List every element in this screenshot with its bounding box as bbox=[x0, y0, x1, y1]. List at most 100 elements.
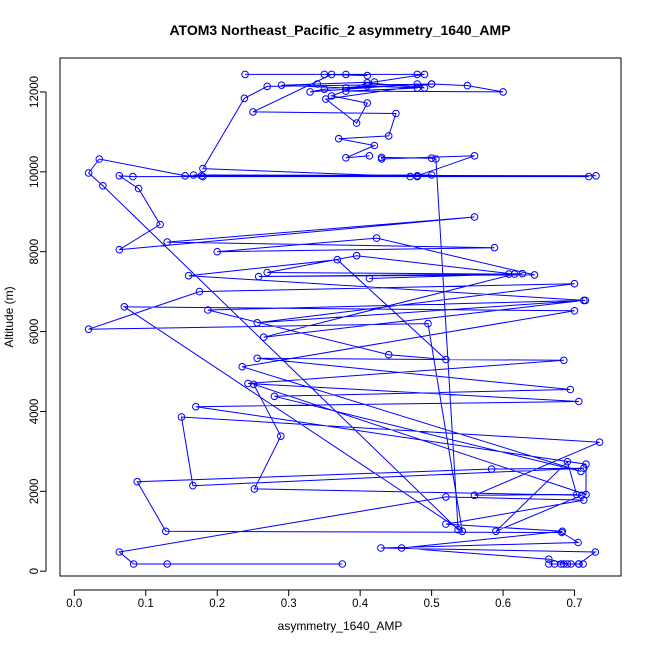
data-point bbox=[582, 460, 590, 469]
data-point bbox=[365, 152, 374, 160]
x-tick-label: 0.6 bbox=[495, 598, 511, 610]
data-point bbox=[162, 527, 170, 536]
data-point bbox=[129, 172, 137, 181]
data-point bbox=[327, 70, 336, 79]
data-point bbox=[84, 325, 93, 334]
data-point bbox=[566, 385, 575, 394]
data-point bbox=[244, 379, 252, 388]
data-point bbox=[575, 560, 583, 568]
data-point bbox=[577, 467, 585, 476]
data-point bbox=[377, 544, 385, 552]
x-tick-label: 0.2 bbox=[209, 598, 225, 610]
data-point bbox=[241, 70, 249, 79]
data-point bbox=[342, 70, 350, 79]
data-point bbox=[334, 134, 343, 143]
x-axis-label: asymmetry_1640_AMP bbox=[278, 619, 403, 633]
data-point bbox=[95, 155, 104, 163]
data-point bbox=[575, 397, 583, 406]
x-tick-label: 0.1 bbox=[138, 598, 154, 610]
y-tick-label: 2000 bbox=[29, 479, 41, 505]
data-point bbox=[545, 555, 553, 564]
data-point bbox=[156, 220, 164, 229]
data-point bbox=[595, 438, 604, 447]
data-point bbox=[463, 81, 472, 90]
data-point bbox=[313, 80, 322, 88]
x-tick-label: 0.4 bbox=[352, 598, 369, 610]
data-point bbox=[490, 243, 499, 252]
data-point bbox=[424, 319, 432, 328]
data-point bbox=[492, 527, 500, 536]
data-point bbox=[530, 271, 539, 279]
data-point bbox=[413, 70, 422, 79]
data-point bbox=[333, 255, 342, 264]
data-point bbox=[352, 119, 361, 127]
data-point bbox=[384, 350, 393, 359]
data-point bbox=[363, 79, 372, 87]
data-point bbox=[470, 491, 479, 500]
data-point bbox=[189, 481, 197, 490]
y-tick-label: 10000 bbox=[29, 156, 41, 188]
data-point bbox=[420, 84, 429, 92]
data-point bbox=[240, 94, 249, 103]
data-point bbox=[567, 560, 575, 568]
data-point bbox=[163, 238, 171, 246]
data-point bbox=[129, 560, 138, 568]
data-point bbox=[487, 465, 496, 473]
data-point bbox=[115, 548, 124, 556]
data-point bbox=[557, 528, 566, 537]
data-point bbox=[384, 132, 393, 140]
data-point bbox=[120, 303, 129, 311]
data-point bbox=[560, 356, 568, 365]
data-point bbox=[189, 171, 198, 179]
data-point bbox=[510, 270, 519, 278]
data-point bbox=[577, 491, 586, 500]
data-point bbox=[442, 493, 450, 501]
data-point bbox=[370, 141, 379, 150]
data-point bbox=[560, 560, 568, 568]
data-point bbox=[327, 92, 336, 100]
y-tick-label: 12000 bbox=[29, 76, 41, 108]
data-point bbox=[250, 485, 259, 493]
data-point bbox=[579, 560, 587, 568]
data-point bbox=[574, 538, 582, 547]
data-point bbox=[338, 560, 347, 568]
data-point bbox=[322, 95, 330, 103]
data-point bbox=[545, 560, 553, 568]
data-point bbox=[370, 78, 379, 86]
data-point bbox=[249, 108, 257, 116]
data-point bbox=[320, 70, 329, 79]
data-point bbox=[99, 182, 107, 190]
data-point bbox=[197, 172, 206, 180]
data-point bbox=[134, 184, 143, 193]
data-point bbox=[342, 154, 350, 162]
data-point bbox=[558, 527, 567, 536]
data-point bbox=[363, 71, 372, 80]
data-point bbox=[406, 172, 415, 181]
data-point bbox=[253, 354, 262, 363]
data-point bbox=[199, 164, 207, 173]
data-point bbox=[365, 274, 374, 283]
data-point bbox=[572, 490, 581, 499]
data-point bbox=[427, 80, 436, 88]
data-point bbox=[470, 213, 479, 221]
data-point bbox=[213, 247, 221, 256]
data-point bbox=[253, 319, 262, 327]
data-point bbox=[458, 527, 467, 536]
y-tick-label: 4000 bbox=[29, 399, 41, 425]
data-point bbox=[195, 287, 204, 296]
data-point bbox=[363, 99, 372, 107]
x-tick-label: 0.5 bbox=[424, 598, 440, 610]
data-point bbox=[199, 172, 207, 181]
data-point bbox=[342, 84, 350, 92]
data-point bbox=[342, 87, 350, 95]
data-point bbox=[420, 70, 429, 79]
data-point bbox=[277, 432, 285, 441]
data-point bbox=[249, 380, 258, 389]
x-tick-label: 0.3 bbox=[281, 598, 297, 610]
data-point bbox=[306, 88, 314, 96]
data-point bbox=[204, 306, 212, 314]
data-point bbox=[518, 269, 527, 278]
data-point bbox=[177, 413, 186, 421]
data-point bbox=[115, 172, 124, 180]
